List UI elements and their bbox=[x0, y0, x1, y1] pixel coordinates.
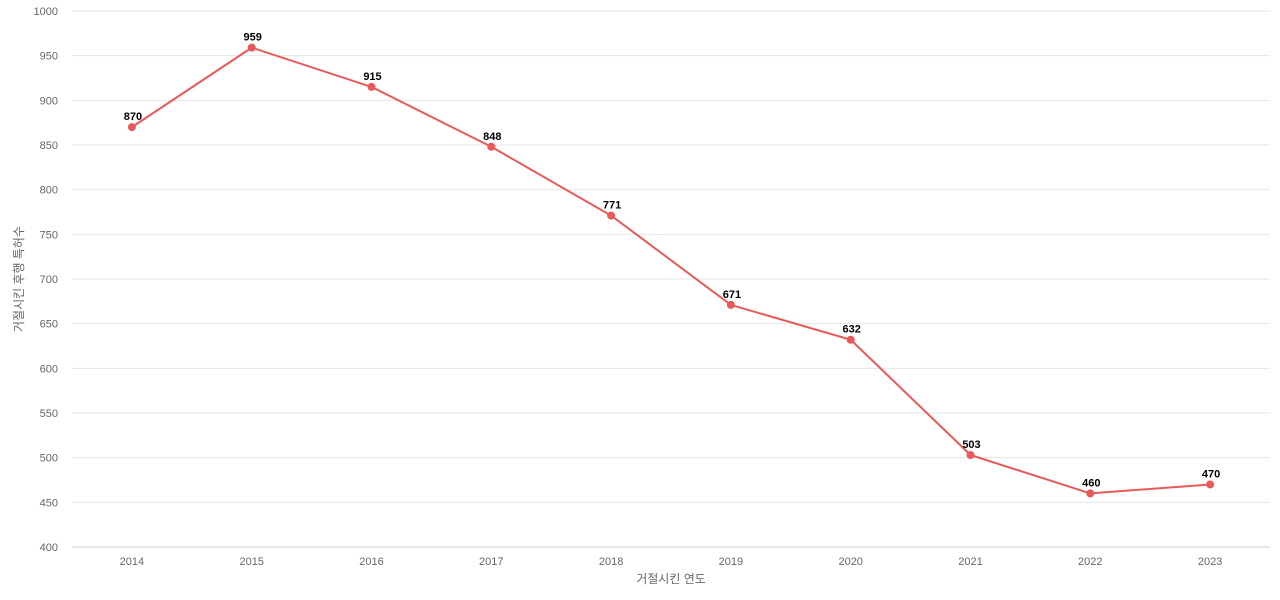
x-tick-label-2023: 2023 bbox=[1198, 556, 1222, 568]
y-tick-label-1000: 1000 bbox=[34, 6, 58, 18]
data-label-2019: 671 bbox=[723, 289, 741, 301]
data-point-2014 bbox=[127, 123, 136, 132]
data-point-2019 bbox=[726, 300, 735, 309]
x-tick-label-2022: 2022 bbox=[1078, 556, 1102, 568]
y-tick-label-500: 500 bbox=[40, 453, 58, 465]
data-label-2020: 632 bbox=[843, 324, 861, 336]
y-tick-label-550: 550 bbox=[40, 408, 58, 420]
x-axis-ticks: 2014 2015 2016 2017 2018 2019 2020 2021 2022 2023 bbox=[120, 556, 1223, 568]
x-tick-label-2020: 2020 bbox=[838, 556, 862, 568]
y-axis-title: 거절시킨 후행 특허수 bbox=[11, 226, 26, 332]
data-point-2020 bbox=[846, 335, 855, 344]
y-tick-label-950: 950 bbox=[40, 51, 58, 63]
x-tick-label-2016: 2016 bbox=[359, 556, 383, 568]
y-axis-ticks: 400 450 500 550 600 650 700 750 800 850 900 950 1000 bbox=[34, 6, 58, 554]
y-tick-label-400: 400 bbox=[40, 542, 58, 554]
data-label-2021: 503 bbox=[962, 439, 980, 451]
data-point-2017 bbox=[487, 142, 496, 151]
y-tick-label-750: 750 bbox=[40, 229, 58, 241]
x-tick-label-2018: 2018 bbox=[599, 556, 623, 568]
y-tick-label-900: 900 bbox=[40, 95, 58, 107]
data-label-2018: 771 bbox=[603, 200, 621, 212]
data-point-2023 bbox=[1206, 480, 1215, 489]
x-axis-title: 거절시킨 연도 bbox=[636, 572, 706, 586]
grid-lines bbox=[72, 10, 1270, 503]
x-tick-label-2021: 2021 bbox=[958, 556, 982, 568]
y-tick-label-600: 600 bbox=[40, 363, 58, 375]
data-label-2015: 959 bbox=[244, 32, 262, 44]
x-tick-label-2019: 2019 bbox=[719, 556, 743, 568]
data-point-2018 bbox=[607, 211, 616, 220]
series-line-0 bbox=[131, 46, 1211, 495]
data-label-2017: 848 bbox=[483, 131, 501, 143]
data-label-2014: 870 bbox=[124, 111, 142, 123]
data-point-2021 bbox=[966, 450, 975, 459]
data-label-2016: 915 bbox=[363, 71, 381, 83]
data-point-2015 bbox=[247, 43, 256, 52]
y-tick-label-850: 850 bbox=[40, 140, 58, 152]
y-tick-label-650: 650 bbox=[40, 319, 58, 331]
data-point-2016 bbox=[367, 82, 376, 91]
x-tick-label-2015: 2015 bbox=[239, 556, 263, 568]
x-tick-label-2017: 2017 bbox=[479, 556, 503, 568]
y-tick-label-800: 800 bbox=[40, 185, 58, 197]
y-tick-label-700: 700 bbox=[40, 274, 58, 286]
x-tick-label-2014: 2014 bbox=[120, 556, 144, 568]
data-label-2023: 470 bbox=[1202, 468, 1220, 480]
data-point-2022 bbox=[1086, 489, 1095, 498]
y-tick-label-450: 450 bbox=[40, 497, 58, 509]
data-label-2022: 460 bbox=[1082, 477, 1100, 489]
data-labels: 870 959 915 848 771 671 632 503 460 470 bbox=[124, 32, 1221, 490]
series-layer bbox=[127, 43, 1215, 498]
